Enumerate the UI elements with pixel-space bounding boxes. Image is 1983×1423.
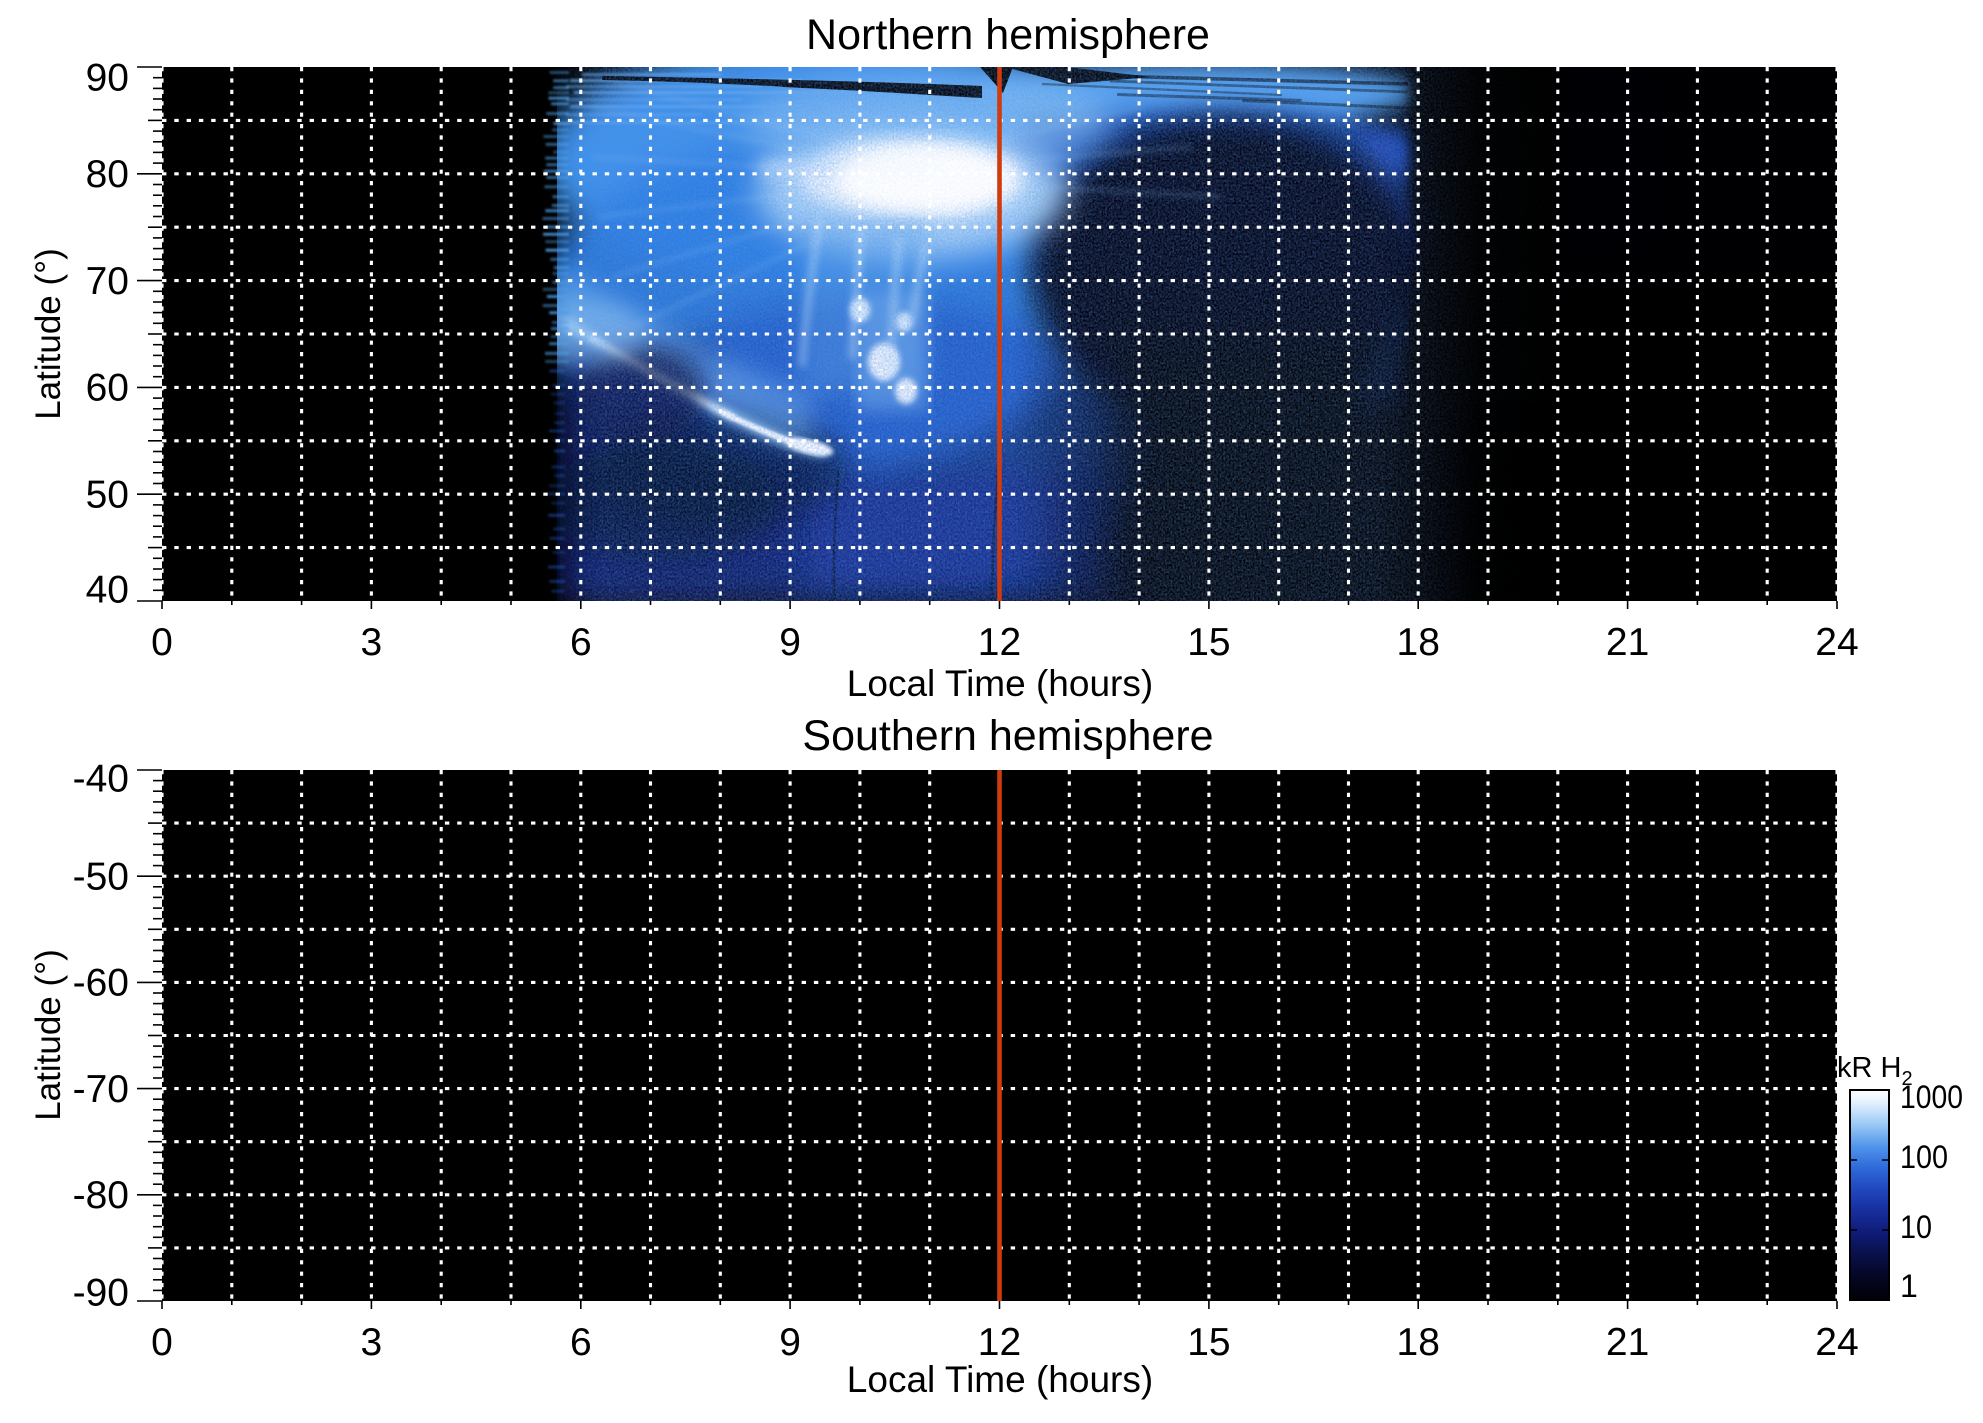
svg-text:18: 18 [1397, 621, 1440, 664]
svg-text:-70: -70 [73, 1068, 129, 1111]
svg-text:1: 1 [1900, 1268, 1918, 1304]
svg-text:6: 6 [570, 621, 592, 664]
svg-text:kR H2: kR H2 [1837, 1052, 1913, 1090]
svg-text:10: 10 [1900, 1209, 1932, 1245]
svg-text:12: 12 [978, 621, 1021, 664]
svg-text:-50: -50 [73, 856, 129, 899]
svg-text:Local Time (hours): Local Time (hours) [847, 1359, 1153, 1400]
svg-text:Latitude (°): Latitude (°) [29, 248, 68, 420]
svg-text:80: 80 [86, 153, 129, 196]
svg-text:50: 50 [86, 474, 129, 517]
svg-text:3: 3 [361, 621, 383, 664]
svg-text:-40: -40 [73, 757, 129, 800]
svg-text:Southern hemisphere: Southern hemisphere [802, 712, 1213, 760]
svg-text:100: 100 [1900, 1139, 1948, 1175]
svg-text:21: 21 [1606, 621, 1649, 664]
svg-text:60: 60 [86, 367, 129, 410]
svg-text:1000: 1000 [1900, 1079, 1963, 1115]
svg-text:21: 21 [1606, 1321, 1649, 1364]
svg-text:6: 6 [570, 1321, 592, 1364]
svg-text:9: 9 [779, 1321, 801, 1364]
svg-text:3: 3 [361, 1321, 383, 1364]
svg-text:12: 12 [978, 1321, 1021, 1364]
svg-text:-90: -90 [73, 1271, 129, 1314]
svg-text:15: 15 [1187, 1321, 1230, 1364]
svg-text:Northern hemisphere: Northern hemisphere [806, 11, 1210, 59]
svg-text:15: 15 [1187, 621, 1230, 664]
svg-text:0: 0 [151, 621, 173, 664]
svg-text:24: 24 [1815, 621, 1858, 664]
svg-text:Latitude (°): Latitude (°) [29, 949, 68, 1121]
svg-text:Local Time (hours): Local Time (hours) [847, 663, 1153, 704]
svg-text:70: 70 [86, 260, 129, 303]
svg-text:9: 9 [779, 621, 801, 664]
svg-text:90: 90 [86, 56, 129, 99]
svg-text:-80: -80 [73, 1174, 129, 1217]
svg-text:-60: -60 [73, 962, 129, 1005]
svg-text:40: 40 [86, 568, 129, 611]
svg-text:24: 24 [1815, 1321, 1858, 1364]
svg-text:0: 0 [151, 1321, 173, 1364]
svg-text:18: 18 [1397, 1321, 1440, 1364]
